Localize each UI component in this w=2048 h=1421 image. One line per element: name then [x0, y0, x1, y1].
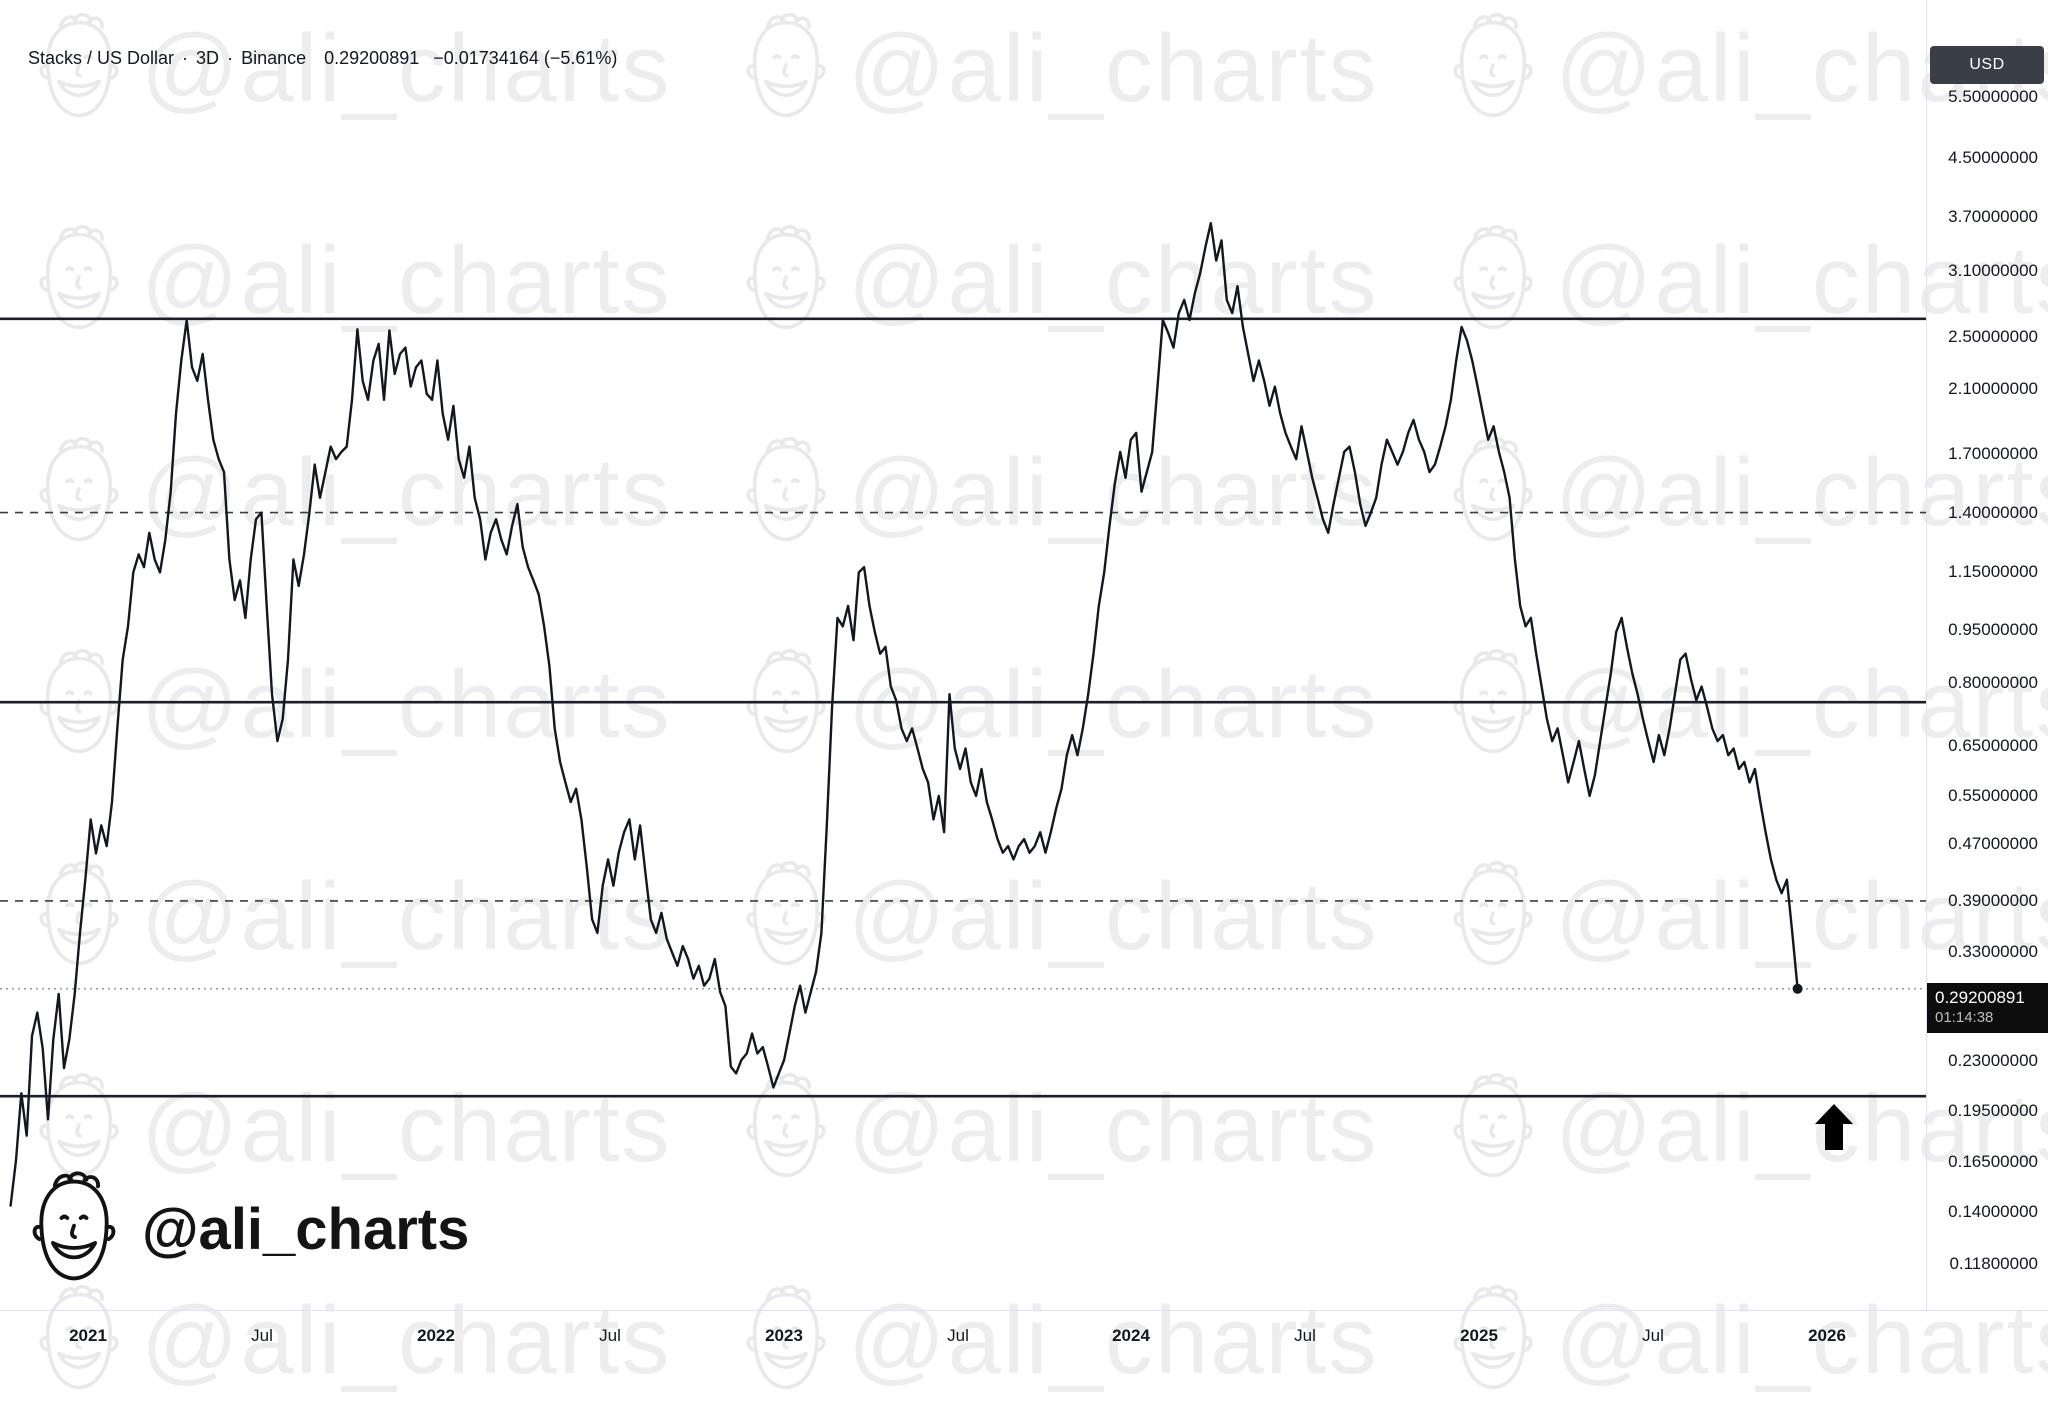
price-axis-label: 2.50000000: [1948, 327, 2038, 346]
watermark: @ali_charts: [740, 1070, 1378, 1188]
current-price-badge: 0.29200891 01:14:38: [1927, 983, 2048, 1033]
watermark-face-icon: [746, 1072, 826, 1178]
interval-label[interactable]: 3D: [196, 48, 220, 68]
exchange-label: Binance: [241, 48, 307, 68]
watermark: @ali_charts: [33, 434, 671, 552]
up-arrow-annotation[interactable]: [1815, 1104, 1853, 1150]
watermark-face-icon: [1453, 436, 1533, 542]
watermark-text: @ali_charts: [848, 1075, 1379, 1182]
watermark-face-icon: [39, 648, 119, 754]
price-axis-label: 1.15000000: [1948, 562, 2038, 581]
watermark-face-icon: [1453, 224, 1533, 330]
watermark-text: @ali_charts: [1555, 1287, 2048, 1394]
watermark-text: @ali_charts: [141, 227, 672, 334]
price-axis-label: 0.80000000: [1948, 673, 2038, 692]
price-axis-label: 0.55000000: [1948, 786, 2038, 805]
watermark: @ali_charts: [740, 434, 1378, 552]
watermark: @ali_charts: [33, 10, 671, 128]
time-axis-label-Jul: Jul: [947, 1326, 969, 1345]
watermark-text: @ali_charts: [848, 439, 1379, 546]
watermark-text: @ali_charts: [141, 439, 672, 546]
price-axis-label: 3.70000000: [1948, 207, 2038, 226]
legend-last-price: 0.29200891: [324, 48, 420, 68]
price-axis-label: 3.10000000: [1948, 261, 2038, 280]
time-axis-label-Jul: Jul: [1642, 1326, 1664, 1345]
watermark-face-icon: [746, 860, 826, 966]
price-axis-label: 0.47000000: [1948, 834, 2038, 853]
watermark-face-icon: [39, 860, 119, 966]
time-axis-label-2022: 2022: [417, 1326, 455, 1345]
chart-legend[interactable]: Stacks / US Dollar · 3D · Binance 0.2920…: [28, 48, 617, 69]
watermark-text: @ali_charts: [848, 863, 1379, 970]
price-axis[interactable]: 5.50000000 4.50000000 3.70000000 3.10000000…: [1926, 0, 2048, 1310]
watermark-face-icon: [1453, 860, 1533, 966]
watermark: @ali_charts: [33, 1282, 671, 1400]
time-axis[interactable]: 2021 Jul 2022 Jul 2023 Jul 2024 Jul 2025 Jul 2026: [0, 1310, 2048, 1421]
watermark-face-icon: [39, 224, 119, 330]
price-axis-label: 0.33000000: [1948, 942, 2038, 961]
currency-toggle-button[interactable]: USD: [1930, 46, 2044, 84]
watermark-face-icon: [1453, 12, 1533, 118]
price-axis-label: 0.19500000: [1948, 1101, 2038, 1120]
watermark-face-icon: [39, 436, 119, 542]
watermark: @ali_charts: [33, 646, 671, 764]
legend-separator: ·: [182, 48, 189, 68]
price-axis-label: 0.23000000: [1948, 1051, 2038, 1070]
watermark: @ali_charts: [740, 1282, 1378, 1400]
watermark-face-icon: [746, 12, 826, 118]
price-axis-label: 0.95000000: [1948, 620, 2038, 639]
price-axis-label: 4.50000000: [1948, 148, 2038, 167]
watermark: @ali_charts: [33, 858, 671, 976]
watermark-text: @ali_charts: [141, 1287, 672, 1394]
watermark-face-icon: [39, 12, 119, 118]
watermark-face-icon: [746, 648, 826, 754]
bar-countdown: 01:14:38: [1935, 1009, 1994, 1026]
watermark-text: @ali_charts: [141, 651, 672, 758]
price-axis-label: 0.39000000: [1948, 891, 2038, 910]
price-axis-label: 0.14000000: [1948, 1202, 2038, 1221]
price-axis-label: 2.10000000: [1948, 379, 2038, 398]
legend-change: −0.01734164 (−5.61%): [433, 48, 618, 68]
time-axis-label-Jul: Jul: [599, 1326, 621, 1345]
time-axis-label-2025: 2025: [1460, 1326, 1498, 1345]
time-axis-label-2026: 2026: [1808, 1326, 1846, 1345]
symbol-title[interactable]: Stacks / US Dollar: [28, 48, 175, 68]
time-axis-label-2024: 2024: [1112, 1326, 1150, 1345]
time-axis-label-2023: 2023: [765, 1326, 803, 1345]
price-axis-label: 1.40000000: [1948, 503, 2038, 522]
watermark: @ali_charts: [740, 646, 1378, 764]
price-axis-label: 0.11800000: [1949, 1254, 2038, 1273]
watermark-text: @ali_charts: [141, 1075, 672, 1182]
watermark-text: @ali_charts: [848, 1287, 1379, 1394]
watermark-text: @ali_charts: [141, 15, 672, 122]
legend-separator: ·: [227, 48, 234, 68]
watermark-text: @ali_charts: [848, 227, 1379, 334]
watermark: @ali_charts: [33, 222, 671, 340]
logo-handle: @ali_charts: [142, 1197, 470, 1262]
price-axis-label: 0.16500000: [1948, 1152, 2038, 1171]
time-axis-label-2021: 2021: [69, 1326, 107, 1345]
time-axis-separator: [0, 1310, 2048, 1311]
watermark-face-icon: [1453, 648, 1533, 754]
current-price-value: 0.29200891: [1935, 988, 2025, 1007]
ali-charts-logo: @ali_charts: [26, 1168, 469, 1292]
price-axis-label: 0.65000000: [1948, 736, 2038, 755]
watermark-text: @ali_charts: [848, 15, 1379, 122]
watermark-face-icon: [1453, 1072, 1533, 1178]
watermark: @ali_charts: [740, 10, 1378, 128]
watermark: @ali_charts: [740, 222, 1378, 340]
time-axis-label-Jul: Jul: [251, 1326, 273, 1345]
watermark-text: @ali_charts: [848, 651, 1379, 758]
price-axis-label: 1.70000000: [1948, 444, 2038, 463]
watermark-face-icon: [746, 436, 826, 542]
price-axis-separator: [1926, 0, 1927, 1310]
watermark: @ali_charts: [740, 858, 1378, 976]
face-logo-icon: [32, 1171, 116, 1281]
watermark: @ali_charts: [1447, 1282, 2048, 1400]
time-axis-label-Jul: Jul: [1294, 1326, 1316, 1345]
watermark-face-icon: [746, 224, 826, 330]
price-axis-label: 5.50000000: [1948, 87, 2038, 106]
watermark-text: @ali_charts: [141, 863, 672, 970]
